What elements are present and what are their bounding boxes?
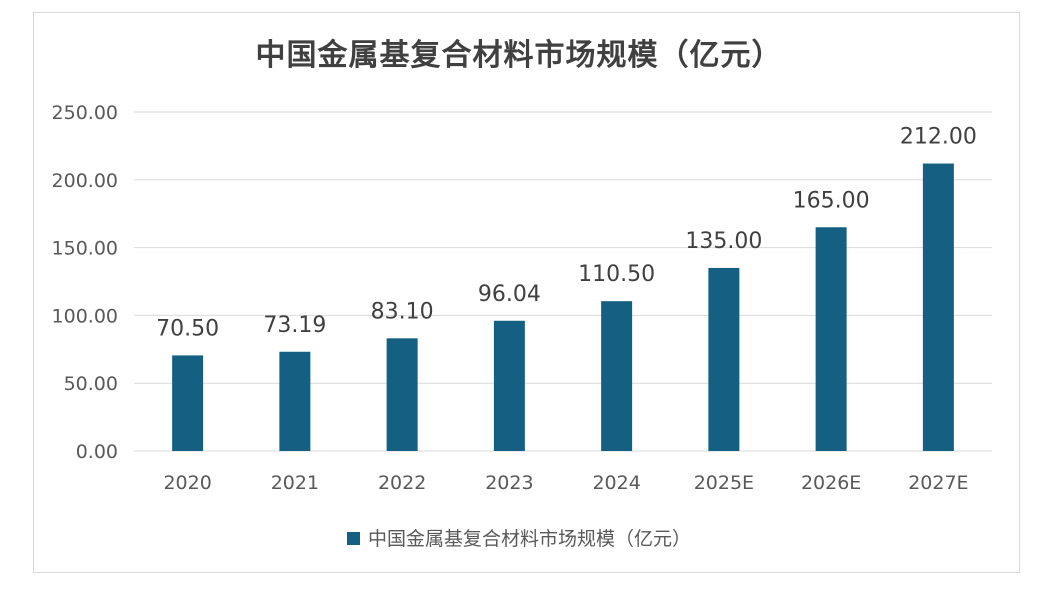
x-tick-label: 2027E	[908, 472, 968, 494]
x-tick-label: 2020	[163, 472, 211, 494]
bar	[815, 227, 847, 451]
y-tick-label: 250.00	[52, 102, 118, 124]
bar	[172, 355, 204, 451]
legend-label: 中国金属基复合材料市场规模（亿元）	[367, 528, 691, 550]
data-label: 135.00	[685, 229, 762, 254]
legend: 中国金属基复合材料市场规模（亿元）	[0, 524, 1038, 551]
data-label: 83.10	[371, 299, 434, 324]
x-tick-label: 2025E	[694, 472, 754, 494]
y-tick-label: 100.00	[52, 305, 118, 327]
x-tick-label: 2023	[485, 472, 533, 494]
bar	[386, 338, 418, 451]
bar	[493, 320, 525, 451]
data-label: 212.00	[900, 125, 977, 150]
y-tick-label: 150.00	[52, 238, 118, 260]
x-tick-label: 2024	[592, 472, 640, 494]
data-label: 165.00	[793, 188, 870, 213]
y-tick-label: 200.00	[52, 170, 118, 192]
legend-swatch	[346, 532, 360, 545]
data-label: 73.19	[263, 313, 326, 338]
data-label: 70.50	[156, 316, 219, 341]
data-label: 96.04	[478, 282, 541, 307]
y-tick-label: 50.00	[64, 373, 118, 395]
data-label: 110.50	[578, 262, 655, 287]
x-tick-label: 2026E	[801, 472, 861, 494]
bar	[922, 163, 954, 451]
x-tick-label: 2022	[378, 472, 426, 494]
bar	[601, 301, 633, 451]
bar	[279, 351, 311, 451]
chart-title: 中国金属基复合材料市场规模（亿元）	[255, 38, 783, 73]
x-tick-label: 2021	[271, 472, 319, 494]
bar	[708, 267, 740, 451]
chart-frame	[33, 12, 1020, 573]
y-tick-label: 0.00	[76, 441, 118, 463]
